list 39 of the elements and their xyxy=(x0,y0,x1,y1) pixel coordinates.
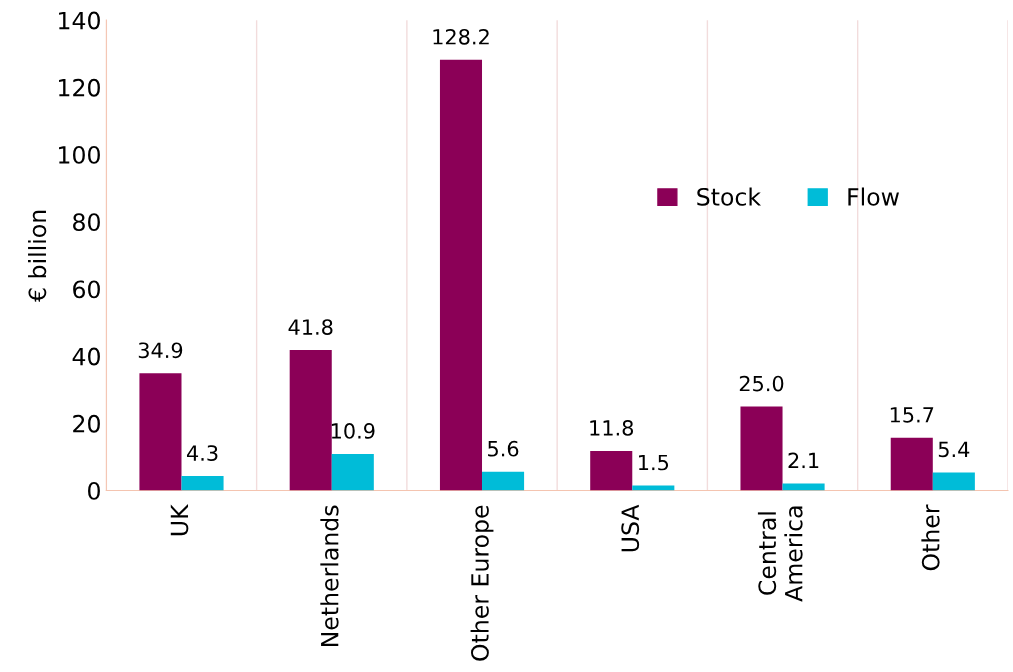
data-label: 5.6 xyxy=(488,440,519,457)
data-label: 1.5 xyxy=(639,454,669,471)
x-tick-label: USA xyxy=(621,504,640,552)
data-label: 4.3 xyxy=(186,445,218,461)
x-tick-label: UK xyxy=(170,503,189,536)
y-tick-label: 120 xyxy=(59,78,100,97)
bar xyxy=(590,450,633,491)
data-label: 11.8 xyxy=(590,420,634,436)
data-label: 2.1 xyxy=(788,452,819,469)
y-axis-title: € billion xyxy=(28,210,47,302)
y-tick-label: 80 xyxy=(73,213,100,232)
bar xyxy=(139,373,182,491)
x-tick-label: Other Europe xyxy=(470,505,494,661)
data-label: 128.2 xyxy=(433,28,489,45)
y-tick-label: 100 xyxy=(59,146,100,164)
data-label: 41.8 xyxy=(288,319,333,335)
y-tick-label: 60 xyxy=(73,280,100,299)
data-label: 34.9 xyxy=(138,342,183,359)
y-tick-label: 20 xyxy=(73,414,100,433)
bar xyxy=(439,59,483,491)
x-tick-label: Other xyxy=(921,504,940,571)
data-label: 25.0 xyxy=(739,375,784,392)
bar xyxy=(482,471,525,491)
data-label: 5.4 xyxy=(938,441,970,458)
bar xyxy=(289,350,332,491)
legend-label: Flow xyxy=(848,187,899,206)
y-tick-label: 0 xyxy=(88,482,100,500)
bar xyxy=(740,406,783,491)
bar xyxy=(181,476,224,491)
y-tick-label: 140 xyxy=(59,11,100,30)
x-tick-label: Netherlands xyxy=(320,505,339,647)
y-tick-label: 40 xyxy=(72,347,100,366)
legend-label: Stock xyxy=(697,187,761,206)
bar xyxy=(932,472,975,491)
bar xyxy=(890,437,933,491)
data-label: 10.9 xyxy=(331,423,375,439)
data-label: 15.7 xyxy=(890,407,934,423)
x-tick-label: Central America xyxy=(757,506,803,602)
bar xyxy=(331,453,374,491)
